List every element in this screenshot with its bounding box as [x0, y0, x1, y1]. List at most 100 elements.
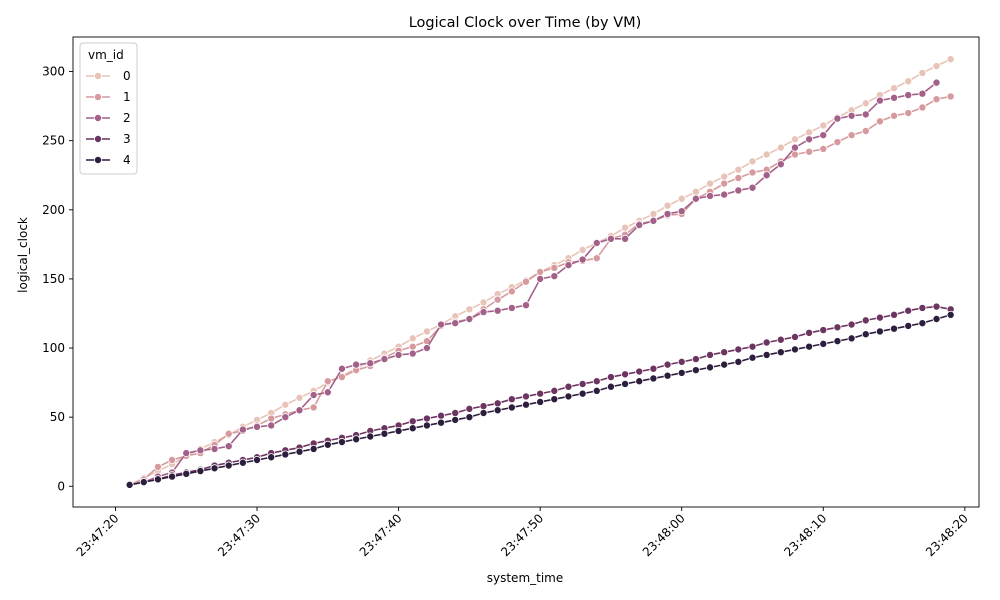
- data-point-4-24: [465, 413, 474, 422]
- legend-marker-4: [94, 155, 103, 164]
- data-point-4-14: [323, 440, 332, 449]
- data-point-4-44: [748, 353, 757, 362]
- data-point-0-47: [790, 135, 799, 144]
- data-point-2-13: [309, 391, 318, 400]
- data-point-3-22: [437, 411, 446, 420]
- legend-title: vm_id: [88, 48, 124, 62]
- data-point-1-50: [833, 138, 842, 147]
- data-point-3-55: [904, 306, 913, 315]
- data-point-1-42: [720, 179, 729, 188]
- series-3: [125, 302, 955, 489]
- data-point-2-42: [720, 190, 729, 199]
- data-point-4-10: [267, 453, 276, 462]
- data-point-2-52: [861, 110, 870, 119]
- data-point-2-15: [337, 364, 346, 373]
- data-point-3-29: [536, 389, 545, 398]
- data-point-4-12: [295, 447, 304, 456]
- data-point-0-21: [422, 327, 431, 336]
- data-point-0-43: [734, 165, 743, 174]
- x-tick-label-23:48:10: 23:48:10: [781, 511, 829, 559]
- x-axis-label: system_time: [487, 571, 564, 585]
- data-point-4-23: [451, 415, 460, 424]
- data-point-2-46: [776, 160, 785, 169]
- data-point-4-47: [790, 345, 799, 354]
- data-point-2-27: [507, 303, 516, 312]
- legend-label-4: 4: [123, 153, 131, 167]
- data-point-2-10: [267, 421, 276, 430]
- data-point-3-51: [847, 320, 856, 329]
- data-point-2-24: [465, 314, 474, 323]
- data-point-2-57: [932, 78, 941, 87]
- data-point-0-32: [578, 245, 587, 254]
- data-point-4-4: [182, 469, 191, 478]
- data-point-3-25: [479, 402, 488, 411]
- y-tick-label-0: 0: [57, 479, 65, 493]
- data-point-1-54: [890, 111, 899, 120]
- series-line-2: [129, 81, 938, 486]
- series-1: [125, 92, 955, 489]
- data-point-4-52: [861, 330, 870, 339]
- legend-label-1: 1: [123, 90, 131, 104]
- data-point-4-40: [691, 366, 700, 375]
- data-point-2-41: [706, 191, 715, 200]
- data-point-3-27: [507, 395, 516, 404]
- data-point-4-27: [507, 403, 516, 412]
- data-point-0-55: [904, 77, 913, 86]
- data-point-4-54: [890, 324, 899, 333]
- data-point-4-50: [833, 337, 842, 346]
- data-point-3-31: [564, 382, 573, 391]
- legend-marker-3: [94, 134, 103, 143]
- data-point-4-37: [649, 374, 658, 383]
- data-point-4-35: [621, 379, 630, 388]
- data-point-4-45: [762, 350, 771, 359]
- data-point-4-18: [380, 429, 389, 438]
- data-point-1-7: [224, 429, 233, 438]
- data-point-2-45: [762, 171, 771, 180]
- data-point-3-54: [890, 310, 899, 319]
- data-point-4-1: [139, 478, 148, 487]
- data-point-1-53: [875, 117, 884, 126]
- data-point-4-32: [578, 389, 587, 398]
- data-point-1-48: [805, 147, 814, 156]
- data-point-3-47: [790, 332, 799, 341]
- data-point-3-32: [578, 379, 587, 388]
- data-point-0-48: [805, 128, 814, 137]
- data-point-1-15: [337, 373, 346, 382]
- data-point-3-23: [451, 408, 460, 417]
- data-point-4-26: [493, 406, 502, 415]
- data-point-2-39: [677, 207, 686, 216]
- x-tick-label-23:47:50: 23:47:50: [498, 511, 546, 559]
- data-point-2-30: [550, 272, 559, 281]
- data-point-3-40: [691, 355, 700, 364]
- data-point-4-7: [224, 461, 233, 470]
- data-point-1-43: [734, 173, 743, 182]
- data-point-4-30: [550, 395, 559, 404]
- data-point-2-9: [253, 422, 262, 431]
- data-point-2-12: [295, 406, 304, 415]
- data-point-4-6: [210, 464, 219, 473]
- y-tick-label-200: 200: [42, 203, 65, 217]
- data-point-2-36: [635, 220, 644, 229]
- data-point-0-54: [890, 84, 899, 93]
- data-point-4-41: [706, 363, 715, 372]
- data-point-2-16: [352, 360, 361, 369]
- data-point-1-20: [408, 342, 417, 351]
- data-point-0-39: [677, 194, 686, 203]
- x-tick-label-23:48:00: 23:48:00: [640, 511, 688, 559]
- data-point-3-33: [592, 377, 601, 386]
- data-point-4-33: [592, 386, 601, 395]
- data-point-4-31: [564, 392, 573, 401]
- data-point-1-29: [536, 267, 545, 276]
- legend-label-0: 0: [123, 69, 131, 83]
- data-point-4-49: [819, 339, 828, 348]
- data-point-4-11: [281, 450, 290, 459]
- data-point-3-42: [720, 348, 729, 357]
- data-point-3-37: [649, 364, 658, 373]
- data-point-0-37: [649, 209, 658, 218]
- data-point-2-6: [210, 444, 219, 453]
- data-point-2-51: [847, 111, 856, 120]
- legend: vm_id 0 1 2 3 4: [79, 42, 138, 175]
- data-point-2-49: [819, 131, 828, 140]
- legend-label-3: 3: [123, 132, 131, 146]
